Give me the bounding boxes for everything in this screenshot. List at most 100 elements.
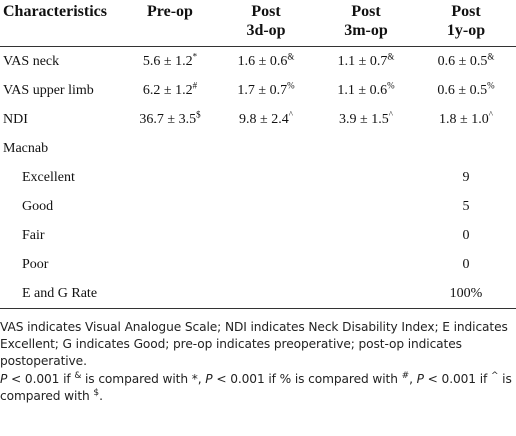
table-cell: 0.6 ± 0.5%	[416, 76, 516, 105]
cell-text: Fair	[22, 227, 45, 243]
table-cell: 6.2 ± 1.2#	[124, 76, 216, 105]
cell-text: VAS upper limb	[3, 82, 94, 98]
cell-text: E and G Rate	[22, 285, 98, 301]
table-cell: 9	[416, 163, 516, 192]
cell-text: 1.6 ± 0.6	[237, 53, 288, 69]
table-row: Poor 0	[0, 250, 516, 279]
cell-marker: %	[287, 79, 295, 90]
cell-marker: %	[487, 79, 495, 90]
table-row: Excellent 9	[0, 163, 516, 192]
cell-text: 36.7 ± 3.5	[139, 111, 197, 127]
cell-marker: $	[196, 108, 201, 119]
row-label: VAS upper limb	[0, 76, 124, 105]
row-label: Excellent	[0, 163, 124, 192]
cell-text: Macnab	[3, 140, 49, 156]
cell-text: 5.6 ± 1.2	[142, 53, 193, 69]
note-segment: P	[205, 372, 213, 386]
footnote: VAS indicates Visual Analogue Scale; NDI…	[0, 320, 508, 368]
row-label: Poor	[0, 250, 124, 279]
table-cell: 1.1 ± 0.7&	[316, 47, 416, 77]
cell-text: Poor	[22, 256, 49, 272]
note-segment: < 0.001 if	[7, 372, 75, 386]
cell-text: 5	[462, 198, 470, 214]
note-segment: &	[74, 370, 82, 381]
cell-text: 3.9 ± 1.5	[339, 111, 389, 127]
table-cell	[124, 279, 216, 309]
cell-text: NDI	[3, 111, 28, 127]
table-cell	[316, 221, 416, 250]
cell-marker: ^	[288, 108, 293, 119]
column-header: Post 3m-op	[316, 0, 416, 47]
table-cell: 9.8 ± 2.4^	[216, 105, 316, 134]
row-label: E and G Rate	[0, 279, 124, 309]
table-cell: 36.7 ± 3.5$	[124, 105, 216, 134]
column-header: Post 1y-op	[416, 0, 516, 47]
cell-text: 100%	[449, 285, 483, 301]
row-label: NDI	[0, 105, 124, 134]
table-cell	[216, 279, 316, 309]
column-header: Post 3d-op	[216, 0, 316, 47]
row-label: Macnab	[0, 134, 124, 163]
table-cell	[124, 163, 216, 192]
table-cell	[216, 221, 316, 250]
table-cell: 3.9 ± 1.5^	[316, 105, 416, 134]
cell-text: 0.6 ± 0.5	[437, 82, 488, 98]
note-segment: P	[0, 372, 8, 386]
footnotes: VAS indicates Visual Analogue Scale; NDI…	[0, 309, 516, 405]
cell-text: Excellent	[22, 169, 75, 185]
row-label: Good	[0, 192, 124, 221]
note-segment: is compared with	[0, 372, 512, 403]
table-cell	[124, 192, 216, 221]
note-segment: is compared with *,	[81, 372, 206, 386]
table-cell	[216, 192, 316, 221]
row-label: VAS neck	[0, 47, 124, 77]
table-cell	[316, 250, 416, 279]
table-cell	[316, 279, 416, 309]
table-cell: 5.6 ± 1.2*	[124, 47, 216, 77]
cell-text: 0	[462, 256, 470, 272]
cell-marker: &	[487, 50, 495, 61]
table-row: E and G Rate 100%	[0, 279, 516, 309]
note-segment: .	[99, 389, 103, 403]
table-cell: 100%	[416, 279, 516, 309]
table-cell: 0	[416, 221, 516, 250]
note-segment: ,	[409, 372, 417, 386]
cell-text: 1.1 ± 0.6	[337, 82, 388, 98]
cell-text: 0.6 ± 0.5	[437, 53, 488, 69]
cell-text: 6.2 ± 1.2	[142, 82, 193, 98]
cell-text: 1.1 ± 0.7	[337, 53, 388, 69]
cell-marker: #	[192, 79, 198, 90]
table-cell: 1.6 ± 0.6&	[216, 47, 316, 77]
table-cell	[124, 134, 216, 163]
cell-text: 1.8 ± 1.0	[439, 111, 489, 127]
cell-marker: &	[287, 50, 295, 61]
table-cell	[416, 134, 516, 163]
column-header: Characteristics	[0, 0, 124, 47]
table-row: VAS neck 5.6 ± 1.2* 1.6 ± 0.6& 1.1 ± 0.7& 0.…	[0, 47, 516, 77]
table-row: VAS upper limb 6.2 ± 1.2# 1.7 ± 0.7% 1.1 ± …	[0, 76, 516, 105]
cell-marker: ^	[388, 108, 393, 119]
cell-text: VAS neck	[3, 53, 60, 69]
note-segment: < 0.001 if	[423, 372, 491, 386]
note-segment: < 0.001 if % is compared with	[212, 372, 402, 386]
table-cell: 0.6 ± 0.5&	[416, 47, 516, 77]
cell-text: 9.8 ± 2.4	[239, 111, 289, 127]
table-row: Macnab	[0, 134, 516, 163]
table-cell	[316, 134, 416, 163]
table-row: Fair 0	[0, 221, 516, 250]
table-cell: 0	[416, 250, 516, 279]
cell-text: 1.7 ± 0.7	[237, 82, 288, 98]
cell-text: 0	[462, 227, 470, 243]
cell-marker: &	[387, 50, 395, 61]
table-cell	[124, 250, 216, 279]
cell-marker: %	[387, 79, 395, 90]
header-row: Characteristics Pre-op Post 3d-op Post 3m-o…	[0, 0, 516, 47]
table-cell: 1.8 ± 1.0^	[416, 105, 516, 134]
cell-text: 9	[462, 169, 470, 185]
table-row: NDI 36.7 ± 3.5$ 9.8 ± 2.4^ 3.9 ± 1.5^ 1.8 ± …	[0, 105, 516, 134]
cell-marker: *	[192, 50, 198, 61]
table-cell: 5	[416, 192, 516, 221]
table-cell: 1.1 ± 0.6%	[316, 76, 416, 105]
row-label: Fair	[0, 221, 124, 250]
